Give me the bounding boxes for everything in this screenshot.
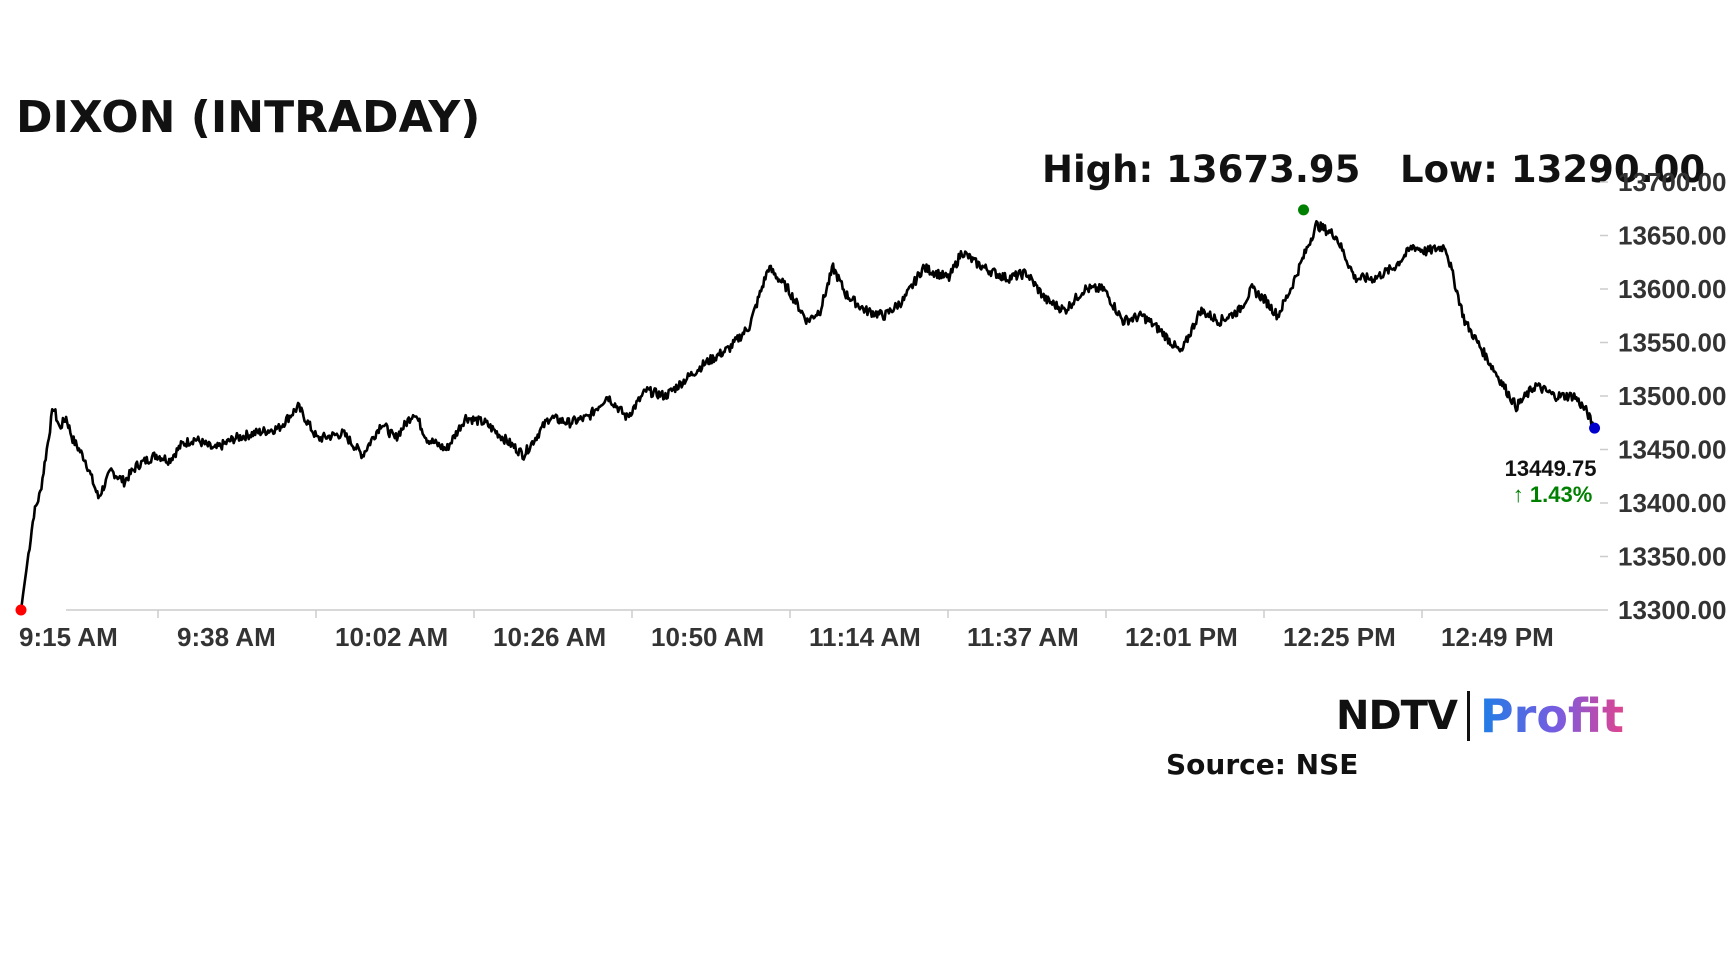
- end-marker: [1589, 422, 1601, 434]
- x-tick-label: 12:49 PM: [1441, 622, 1554, 652]
- y-tick-label: 13350.00: [1618, 542, 1726, 572]
- price-series: [19, 220, 1595, 611]
- x-tick-label: 10:02 AM: [335, 622, 448, 652]
- ndtv-profit-logo: NDTV Profit: [1336, 686, 1624, 746]
- x-tick-label: 12:25 PM: [1283, 622, 1396, 652]
- y-tick-label: 13650.00: [1618, 221, 1726, 251]
- y-tick-label: 13700.00: [1618, 167, 1726, 197]
- change-label: ↑ 1.43%: [1513, 482, 1593, 507]
- chart-axes: 9:15 AM 9:38 AM 10:02 AM 10:26 AM 10:50 AM 11…: [19, 167, 1726, 652]
- x-tick-label: 9:38 AM: [177, 622, 276, 652]
- logo-separator: [1466, 691, 1470, 741]
- last-price-label: 13449.75: [1505, 456, 1597, 481]
- x-tick-label: 11:14 AM: [809, 622, 921, 652]
- y-tick-label: 13600.00: [1618, 274, 1726, 304]
- x-tick-label: 10:50 AM: [651, 622, 764, 652]
- price-line: [19, 220, 1595, 611]
- logo-profit: Profit: [1479, 689, 1625, 743]
- x-tick-label: 11:37 AM: [967, 622, 1079, 652]
- y-tick-label: 13300.00: [1618, 595, 1726, 625]
- y-tick-label: 13450.00: [1618, 435, 1726, 465]
- high-label: High: 13673.95: [1042, 148, 1361, 191]
- y-tick-label: 13500.00: [1618, 381, 1726, 411]
- x-tick-label: 10:26 AM: [493, 622, 606, 652]
- source-label: Source: NSE: [1166, 748, 1359, 781]
- low-label: Low: 13290.00: [1400, 148, 1706, 191]
- y-tick-label: 13400.00: [1618, 488, 1726, 518]
- start-marker: [15, 604, 27, 616]
- chart-markers: [15, 204, 1601, 616]
- x-tick-label: 9:15 AM: [19, 622, 118, 652]
- high-marker: [1298, 204, 1310, 216]
- y-tick-label: 13550.00: [1618, 328, 1726, 358]
- x-tick-label: 12:01 PM: [1125, 622, 1238, 652]
- logo-ndtv: NDTV: [1336, 693, 1458, 739]
- chart-title: DIXON (INTRADAY): [16, 92, 481, 143]
